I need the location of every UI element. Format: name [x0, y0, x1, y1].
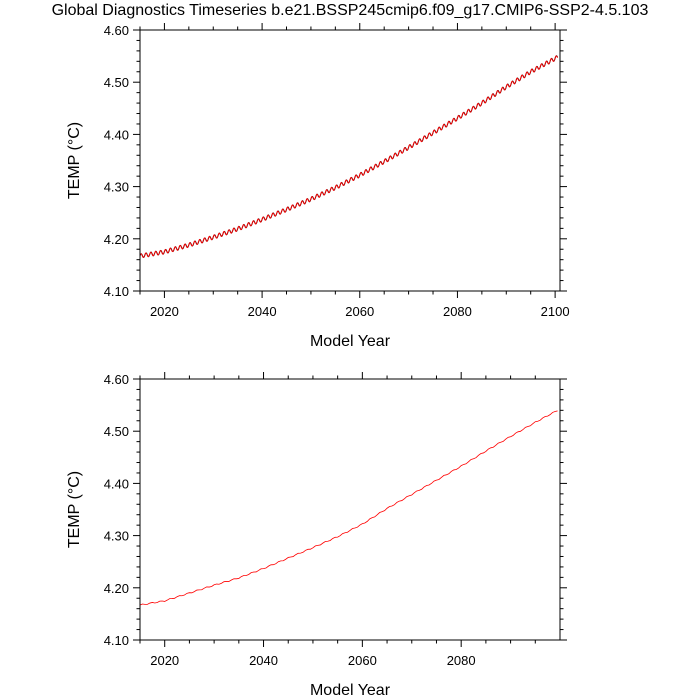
- x-tick-label: 2040: [249, 653, 278, 668]
- y-tick-label: 4.30: [104, 529, 129, 544]
- x-tick-label: 2100: [541, 304, 570, 319]
- y-tick-label: 4.10: [104, 284, 129, 299]
- x-tick-label: 2040: [248, 304, 277, 319]
- x-tick-label: 2080: [443, 304, 472, 319]
- plot-frame: [139, 29, 561, 292]
- y-tick-label: 4.40: [104, 476, 129, 491]
- chart-panel-1: 2020 2040 2060 2080 2100 4.10 4.20 4.30 4.40 4.50…: [66, 23, 570, 350]
- series-line-2: [139, 55, 558, 259]
- y-tick-label: 4.30: [104, 180, 129, 195]
- y-axis-label: TEMP (°C): [66, 471, 83, 548]
- x-tick-label: 2060: [345, 304, 374, 319]
- x-tick-label: 2020: [150, 304, 179, 319]
- y-tick-label: 4.40: [104, 127, 129, 142]
- y-tick-label: 4.50: [104, 424, 129, 439]
- x-tick-label: 2020: [150, 653, 179, 668]
- x-axis-label: Model Year: [310, 682, 391, 699]
- y-tick-label: 4.20: [104, 232, 129, 247]
- x-tick-label: 2060: [348, 653, 377, 668]
- plot-frame: [139, 378, 561, 641]
- y-tick-label: 4.10: [104, 633, 129, 648]
- page-title: Global Diagnostics Timeseries b.e21.BSSP…: [51, 2, 649, 19]
- y-axis-label: TEMP (°C): [66, 122, 83, 199]
- x-axis-label: Model Year: [310, 333, 391, 350]
- chart-panel-2: 2020 2040 2060 2080 4.10 4.20 4.30 4.40 4.50 4.60…: [66, 372, 567, 699]
- series-line-1: [139, 55, 558, 259]
- y-tick-label: 4.60: [104, 23, 129, 38]
- x-tick-label: 2080: [447, 653, 476, 668]
- series-line-1: [139, 410, 558, 606]
- y-tick-label: 4.50: [104, 75, 129, 90]
- y-tick-label: 4.60: [104, 372, 129, 387]
- y-tick-label: 4.20: [104, 581, 129, 596]
